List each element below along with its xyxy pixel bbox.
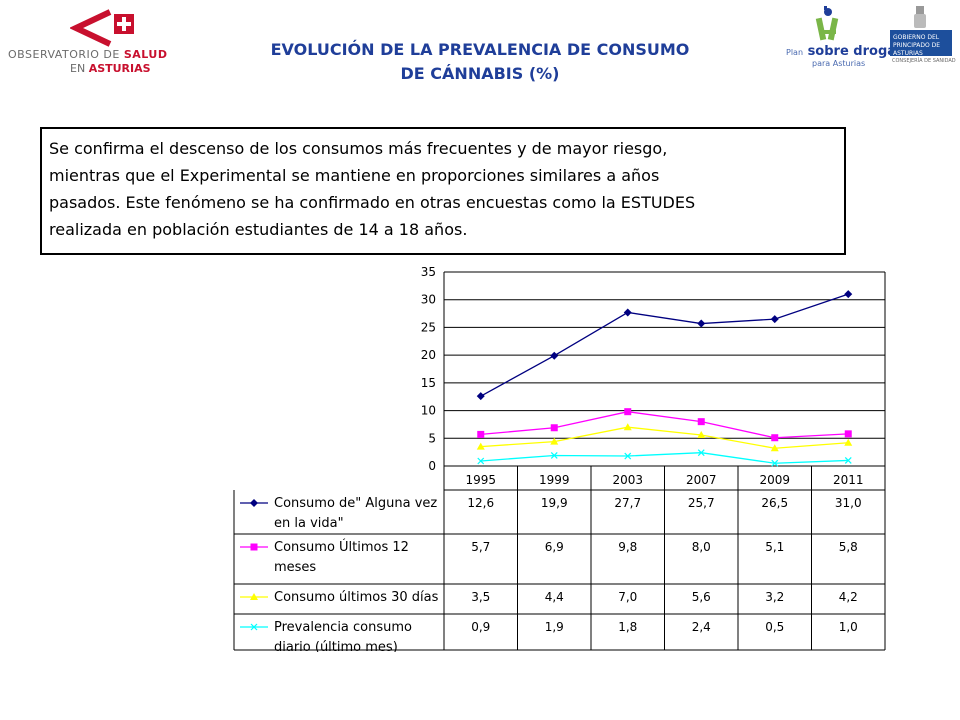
data-table-cell: 26,5 <box>761 496 788 510</box>
plan-sobre-drogas-logo-icon <box>815 6 839 41</box>
data-table-cell: 2,4 <box>692 620 711 634</box>
data-point-diamond <box>476 392 485 401</box>
data-table-cell: 9,8 <box>618 540 637 554</box>
data-point-triangle <box>250 593 258 600</box>
data-point-x <box>550 452 558 459</box>
data-table-cell: 5,6 <box>692 590 711 604</box>
data-table-cell: 8,0 <box>692 540 711 554</box>
series-line <box>480 426 849 449</box>
data-table-cell: 3,2 <box>765 590 784 604</box>
data-point-triangle <box>623 423 632 431</box>
data-point-square <box>624 408 632 416</box>
data-table-cell: 7,0 <box>618 590 637 604</box>
gobierno-logo-box: GOBIERNO DEL PRINCIPADO DE ASTURIAS <box>890 30 952 57</box>
data-table-cell: 5,7 <box>471 540 490 554</box>
plan-logo-subtext: para Asturias <box>812 59 866 68</box>
y-tick-label: 30 <box>421 293 436 307</box>
data-point-square <box>477 430 485 438</box>
gobierno-logo-line2: PRINCIPADO DE ASTURIAS <box>893 42 941 57</box>
gobierno-logo-line1: GOBIERNO DEL <box>893 34 940 41</box>
data-table-cell: 0,5 <box>765 620 784 634</box>
y-tick-label: 0 <box>428 459 436 473</box>
data-table-cell: 5,8 <box>839 540 858 554</box>
data-table-cell: 1,9 <box>545 620 564 634</box>
data-point-diamond <box>623 308 632 317</box>
data-table-cell: 27,7 <box>614 496 641 510</box>
data-point-diamond <box>770 315 779 324</box>
observatorio-logo-line1: OBSERVATORIO DE SALUD <box>8 48 168 61</box>
y-tick-label: 35 <box>421 265 436 279</box>
legend-series-name: Consumo últimos 30 días <box>274 590 439 605</box>
x-category-label: 1999 <box>539 473 570 487</box>
data-point-square <box>844 430 852 438</box>
data-table-cell: 6,9 <box>545 540 564 554</box>
legend-series-name: Prevalencia consumo <box>274 620 412 635</box>
data-table-cell: 4,2 <box>839 590 858 604</box>
data-point-x <box>697 449 705 457</box>
legend-series-name: Consumo Últimos 12 <box>274 539 409 555</box>
data-point-triangle <box>844 438 853 446</box>
data-point-x <box>250 623 258 631</box>
series-line <box>480 452 849 464</box>
data-table-cell: 4,4 <box>545 590 564 604</box>
data-point-triangle <box>476 442 485 450</box>
gobierno-asturias-crest-icon <box>914 6 926 28</box>
data-table-cell: 0,9 <box>471 620 490 634</box>
summary-line: realizada en población estudiantes de 14… <box>49 220 468 239</box>
legend-series-name: diario (último mes) <box>274 640 398 652</box>
observatorio-logo-line2: EN ASTURIAS <box>70 62 151 75</box>
y-tick-label: 5 <box>428 431 436 445</box>
data-point-x <box>844 457 852 464</box>
data-point-diamond <box>550 351 559 360</box>
data-table-cell: 5,1 <box>765 540 784 554</box>
data-table-cell: 19,9 <box>541 496 568 510</box>
summary-line: Se confirma el descenso de los consumos … <box>49 139 668 158</box>
data-point-x <box>771 459 779 467</box>
data-point-x <box>624 452 632 460</box>
data-point-square <box>550 424 558 432</box>
y-tick-label: 15 <box>421 376 436 390</box>
data-table-cell: 12,6 <box>467 496 494 510</box>
summary-box: Se confirma el descenso de los consumos … <box>40 127 846 255</box>
gobierno-logo-sub: CONSEJERÍA DE SANIDAD <box>892 58 956 64</box>
data-point-diamond <box>250 499 258 507</box>
summary-line: pasados. Este fenómeno se ha confirmado … <box>49 193 696 212</box>
legend-series-name: en la vida" <box>274 516 344 531</box>
summary-line: mientras que el Experimental se mantiene… <box>49 166 660 185</box>
data-table-cell: 1,8 <box>618 620 637 634</box>
observatorio-logo-mark-icon <box>70 9 134 47</box>
data-table-cell: 1,0 <box>839 620 858 634</box>
page-title-line2: DE CÁNNABIS (%) <box>400 64 560 83</box>
x-category-label: 2003 <box>612 473 643 487</box>
data-point-triangle <box>770 444 779 452</box>
series-line <box>480 411 849 439</box>
cannabis-prevalence-chart: 0 5 10 15 20 25 30 35 1995 1999 2003 2007 2009 2011 Co… <box>233 265 886 652</box>
data-table-cell: 3,5 <box>471 590 490 604</box>
data-point-diamond <box>697 319 706 328</box>
data-table-cell: 25,7 <box>688 496 715 510</box>
page-title: EVOLUCIÓN DE LA PREVALENCIA DE CONSUMO D… <box>230 38 730 86</box>
plan-logo-text: Plan sobre drogas <box>786 44 904 59</box>
x-category-label: 2007 <box>686 473 717 487</box>
y-tick-label: 25 <box>421 320 436 334</box>
data-point-x <box>477 457 485 465</box>
page-title-line1: EVOLUCIÓN DE LA PREVALENCIA DE CONSUMO <box>270 40 690 59</box>
data-point-square <box>697 418 705 426</box>
data-point-square <box>771 434 779 442</box>
series-line <box>480 293 849 397</box>
data-table-cell: 31,0 <box>835 496 862 510</box>
legend-series-name: Consumo de" Alguna vez <box>274 496 437 511</box>
data-point-square <box>250 543 258 551</box>
legend-series-name: meses <box>274 560 316 575</box>
observatorio-logo: OBSERVATORIO DE SALUD EN ASTURIAS <box>8 6 167 76</box>
y-tick-label: 10 <box>421 404 436 418</box>
x-category-label: 1995 <box>465 473 496 487</box>
y-tick-label: 20 <box>421 348 436 362</box>
data-point-triangle <box>550 437 559 445</box>
x-category-label: 2011 <box>833 473 864 487</box>
data-point-triangle <box>697 430 706 438</box>
data-point-diamond <box>844 290 853 299</box>
x-category-label: 2009 <box>759 473 790 487</box>
